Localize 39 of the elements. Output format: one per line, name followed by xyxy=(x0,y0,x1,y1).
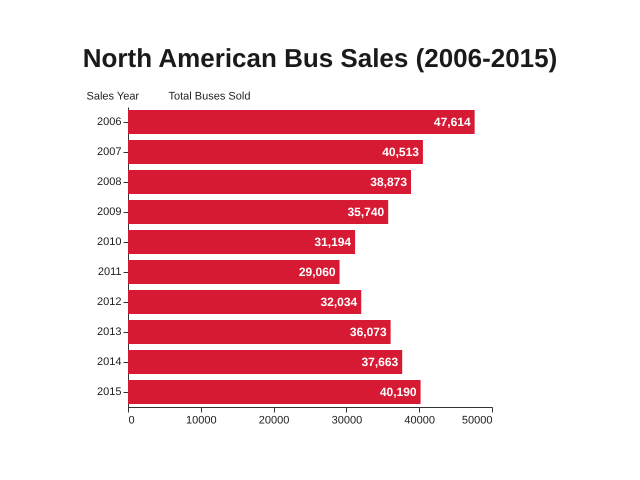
data-label: 37,663 xyxy=(361,355,399,369)
bar xyxy=(128,230,356,254)
data-label: 47,614 xyxy=(434,115,471,129)
data-label: 31,194 xyxy=(314,235,352,249)
bar xyxy=(128,260,340,284)
data-label: 35,740 xyxy=(347,205,385,219)
data-label: 38,873 xyxy=(370,175,408,189)
bar xyxy=(128,350,402,374)
bar xyxy=(128,380,421,404)
bar xyxy=(128,110,475,134)
x-axis-title: Total Buses Sold xyxy=(168,90,250,102)
data-label: 40,513 xyxy=(382,145,420,159)
x-tick-label: 30000 xyxy=(332,414,362,426)
data-label: 40,190 xyxy=(380,385,417,399)
x-tick-label: 50000 xyxy=(462,414,492,426)
y-tick-label: 2008 xyxy=(97,176,122,188)
chart-title: North American Bus Sales (2006-2015) xyxy=(82,43,558,73)
x-tick-label: 0 xyxy=(128,414,135,426)
y-tick-label: 2010 xyxy=(97,236,122,248)
y-tick-label: 2006 xyxy=(97,116,122,128)
y-tick-label: 2013 xyxy=(97,326,122,338)
bar xyxy=(128,320,391,344)
y-tick-label: 2012 xyxy=(97,296,122,308)
y-tick-label: 2009 xyxy=(97,206,122,218)
y-tick-label: 2011 xyxy=(98,266,122,278)
y-tick-label: 2015 xyxy=(97,386,122,398)
y-axis-title: Sales Year xyxy=(86,90,140,102)
bar xyxy=(128,140,423,164)
x-tick-label: 10000 xyxy=(186,414,217,426)
x-tick-label: 40000 xyxy=(404,414,435,426)
x-tick-label: 20000 xyxy=(258,414,290,426)
data-label: 36,073 xyxy=(350,325,387,339)
bar xyxy=(128,290,362,314)
y-tick-label: 2007 xyxy=(97,146,122,158)
bar xyxy=(128,200,388,224)
data-label: 32,034 xyxy=(320,295,358,309)
data-label: 29,060 xyxy=(298,265,336,279)
y-tick-label: 2014 xyxy=(97,356,122,368)
bar xyxy=(128,170,411,194)
